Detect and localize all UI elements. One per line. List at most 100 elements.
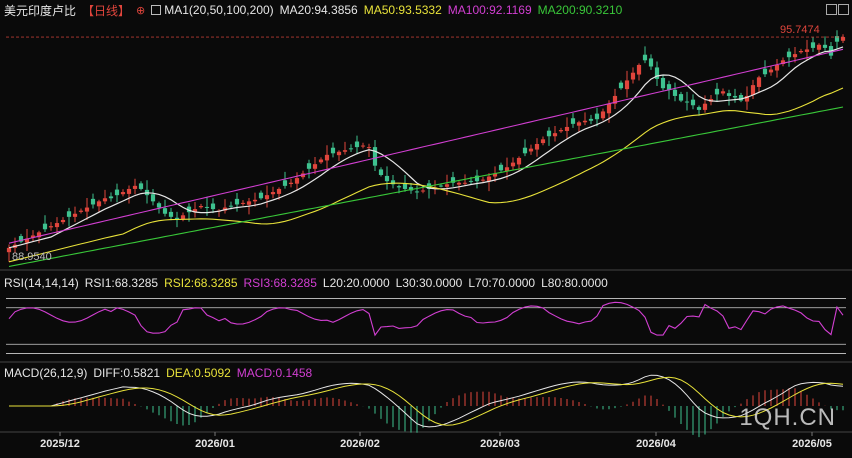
rsi1-value: RSI1:68.3285 (84, 276, 159, 290)
candle-body (726, 93, 732, 96)
candle-body (648, 58, 654, 67)
candle-body (552, 133, 558, 137)
low-mark: 88.9540 (12, 251, 52, 263)
candle-body (438, 185, 444, 187)
x-tick-label: 2025/12 (40, 438, 80, 450)
candle-body (282, 180, 288, 186)
rsi-l70: L70:70.0000 (468, 276, 536, 290)
ma-params: MA1(20,50,100,200) (164, 3, 274, 17)
candle-body (792, 54, 798, 58)
candle-body (60, 219, 66, 223)
ma100-line (8, 48, 844, 244)
candle-body (564, 126, 570, 131)
candle-body (690, 99, 696, 106)
x-tick-label: 2026/05 (792, 438, 832, 450)
restore-icon[interactable] (826, 4, 837, 15)
candle-body (312, 164, 318, 169)
candle-body (192, 209, 198, 213)
main-legend: 美元印度卢比 【日线】 ⊕ MA1(20,50,100,200) MA20:94… (4, 1, 628, 19)
rsi-legend: RSI(14,14,14) RSI1:68.3285 RSI2:68.3285 … (4, 274, 614, 292)
candle-body (840, 37, 846, 41)
candle-body (384, 175, 390, 182)
candle-body (240, 202, 246, 204)
candle-body (558, 130, 564, 132)
candle-body (510, 162, 516, 167)
candle-body (408, 187, 414, 191)
candle-body (276, 188, 282, 194)
candle-body (402, 183, 408, 189)
candle-body (582, 120, 588, 123)
candle-body (630, 72, 636, 80)
ma50-line (8, 87, 844, 263)
candle-body (498, 164, 504, 171)
candle-body (480, 179, 486, 181)
candle-body (414, 191, 420, 193)
ma20-value: MA20:94.3856 (279, 3, 358, 17)
candle-body (174, 217, 180, 220)
candle-body (18, 236, 24, 242)
candle-body (588, 118, 594, 121)
maximize-icon[interactable] (838, 4, 849, 15)
candle-body (198, 206, 204, 208)
candle-body (138, 183, 144, 189)
candle-body (258, 192, 264, 199)
candle-body (636, 64, 642, 75)
candle-body (810, 42, 816, 48)
candle-body (270, 192, 276, 195)
dea-value: DEA:0.5092 (166, 366, 231, 380)
candle-body (486, 176, 492, 182)
candle-body (798, 51, 804, 53)
candle-body (348, 148, 354, 150)
candle-body (390, 180, 396, 185)
candle-body (618, 82, 624, 89)
settings-icon[interactable]: ⊕ (136, 4, 146, 17)
candle-body (504, 167, 510, 172)
candle-body (354, 141, 360, 148)
candle-body (804, 49, 810, 52)
candle-body (78, 210, 84, 212)
candle-body (180, 215, 186, 220)
candle-body (330, 147, 336, 154)
candle-body (6, 247, 12, 253)
candle-body (696, 107, 702, 110)
dea-line (9, 376, 844, 426)
candle-body (42, 223, 48, 230)
candle-body (654, 67, 660, 79)
period-label[interactable]: 【日线】 (82, 3, 131, 18)
candle-body (516, 157, 522, 165)
macd-value: MACD:0.1458 (236, 366, 313, 380)
candle-body (834, 36, 840, 42)
candle-body (450, 177, 456, 183)
candle-body (606, 103, 612, 114)
candle-body (342, 150, 348, 152)
candle-body (24, 238, 30, 243)
rsi-l30: L30:30.0000 (395, 276, 463, 290)
candle-body (612, 95, 618, 104)
candle-body (600, 111, 606, 119)
chart-icon[interactable] (151, 5, 162, 15)
ma200-value: MA200:90.3210 (537, 3, 623, 17)
candle-body (768, 69, 774, 73)
x-tick-label: 2026/01 (195, 438, 235, 450)
candle-body (540, 139, 546, 144)
rsi-params: RSI(14,14,14) (4, 276, 79, 290)
candle-body (108, 196, 114, 199)
candle-body (750, 85, 756, 96)
candle-body (492, 173, 498, 177)
x-tick-label: 2026/03 (480, 438, 520, 450)
instrument-title: 美元印度卢比 (4, 3, 77, 18)
x-tick-label: 2026/02 (340, 438, 380, 450)
candle-body (738, 95, 744, 101)
candle-body (114, 189, 120, 196)
candle-body (546, 130, 552, 137)
candle-body (594, 113, 600, 120)
candle-body (372, 147, 378, 166)
rsi-l20: L20:20.0000 (322, 276, 390, 290)
candle-body (120, 192, 126, 195)
candle-body (756, 77, 762, 87)
candle-body (90, 198, 96, 205)
candle-body (642, 54, 648, 61)
candle-body (762, 68, 768, 75)
